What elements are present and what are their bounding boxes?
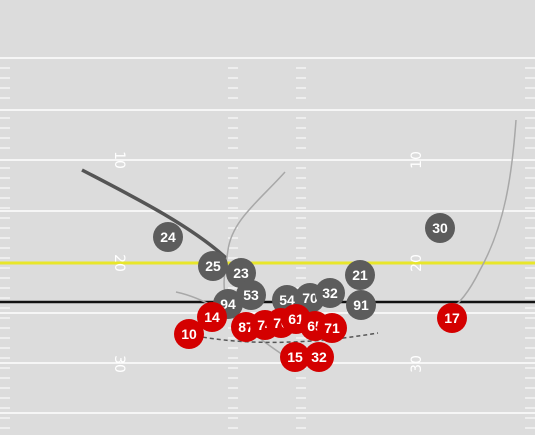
player-number: 61 (288, 311, 304, 327)
yard-numbers-left: 10 20 30 (111, 151, 127, 373)
offense-player: 32 (304, 342, 334, 372)
player-number: 24 (160, 229, 176, 245)
player-number: 94 (220, 296, 236, 312)
yard-number-right-30: 30 (409, 355, 425, 373)
defense-player: 91 (346, 290, 376, 320)
player-number: 30 (432, 220, 448, 236)
player-number: 71 (324, 320, 340, 336)
offense-player: 71 (317, 313, 347, 343)
player-number: 21 (352, 267, 368, 283)
hash-marks (0, 67, 535, 429)
route-dark-deep (81, 168, 228, 260)
player-number: 91 (353, 297, 369, 313)
yard-number-left-10: 10 (111, 151, 127, 169)
player-number: 23 (233, 265, 249, 281)
player-number: 15 (287, 349, 303, 365)
player-number: 87 (238, 319, 254, 335)
player-number: 32 (311, 349, 327, 365)
yard-number-right-10: 10 (409, 151, 425, 169)
offense-player: 15 (280, 342, 310, 372)
defense-player: 24 (153, 222, 183, 252)
defense-players: 24 25 23 94 53 54 70 32 21 91 30 (153, 213, 455, 320)
yard-numbers-right: 10 20 30 (409, 151, 425, 373)
player-number: 10 (181, 326, 197, 342)
offense-player: 17 (437, 303, 467, 333)
offense-player: 14 (197, 302, 227, 332)
player-number: 17 (444, 310, 460, 326)
player-number: 14 (204, 309, 220, 325)
route-gray-left (223, 171, 286, 299)
player-number: 70 (302, 290, 318, 306)
defense-player: 25 (198, 251, 228, 281)
defense-player: 53 (236, 280, 266, 310)
player-number: 25 (205, 258, 221, 274)
yard-number-left-20: 20 (111, 254, 127, 272)
player-number: 54 (279, 292, 295, 308)
offense-player: 10 (174, 319, 204, 349)
route-gray-right (439, 119, 517, 319)
route-dashed (195, 332, 379, 344)
offense-players: 10 14 87 74 76 61 65 71 15 32 17 (174, 302, 467, 372)
player-number: 32 (322, 285, 338, 301)
yard-number-right-20: 20 (409, 254, 425, 272)
yard-number-left-30: 30 (111, 355, 127, 373)
player-number: 53 (243, 287, 259, 303)
defense-player: 21 (345, 260, 375, 290)
defense-player: 30 (425, 213, 455, 243)
defense-player: 32 (315, 278, 345, 308)
